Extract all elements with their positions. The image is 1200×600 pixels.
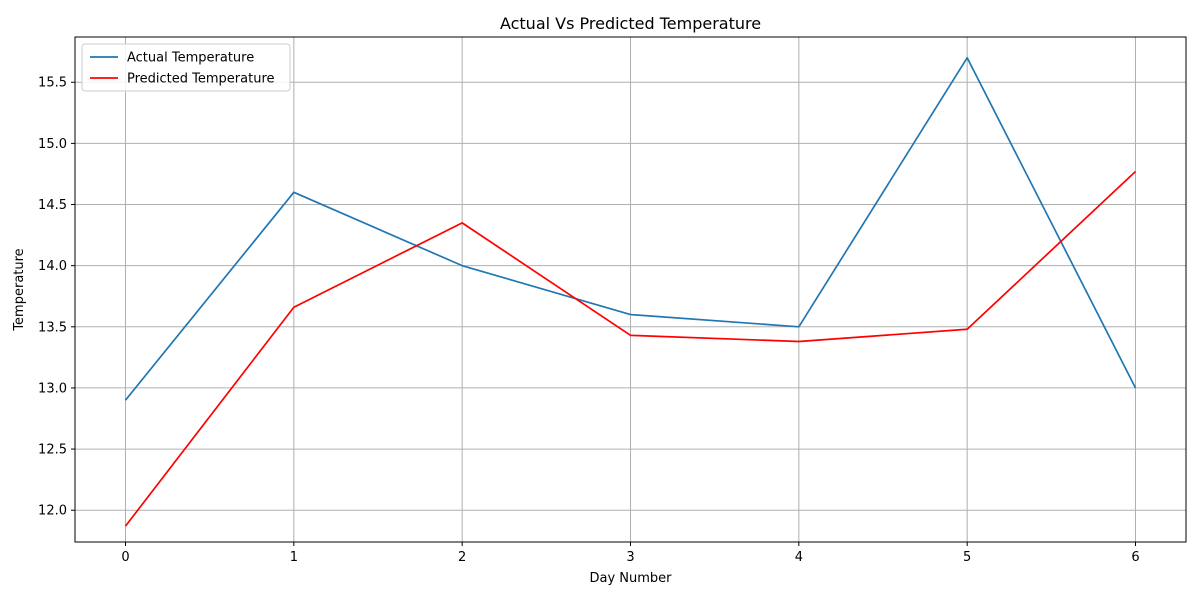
x-axis-label: Day Number (589, 571, 672, 586)
series-line-predicted (124, 170, 1137, 527)
legend-label: Predicted Temperature (127, 72, 275, 87)
x-tick-label: 0 (121, 550, 129, 565)
y-tick-label: 14.5 (38, 198, 67, 213)
y-tick-label: 12.0 (38, 504, 67, 519)
grid (75, 37, 1186, 542)
x-tick-label: 5 (963, 550, 971, 565)
y-axis-label: Temperature (12, 248, 27, 331)
y-tick-label: 15.0 (38, 137, 67, 152)
x-tick-label: 3 (626, 550, 634, 565)
series-layer (124, 56, 1137, 527)
y-tick-label: 12.5 (38, 443, 67, 458)
x-tick-label: 2 (458, 550, 466, 565)
legend-box (81, 43, 291, 92)
y-tick-label: 14.0 (38, 259, 67, 274)
x-tick-label: 6 (1131, 550, 1139, 565)
y-tick-label: 15.5 (38, 76, 67, 91)
y-tick-label: 13.5 (38, 320, 67, 335)
legend: Actual Temperature Predicted Temperature (81, 43, 291, 92)
chart-title: Actual Vs Predicted Temperature (500, 14, 761, 33)
x-tick-label: 4 (795, 550, 803, 565)
x-tick-label: 1 (290, 550, 298, 565)
legend-label: Actual Temperature (127, 51, 254, 66)
ticks: 0 1 2 3 4 5 6 12.0 12.5 13.0 13.5 14.0 14.5 15.0 15.5 (38, 76, 1140, 565)
series-line-actual (124, 56, 1137, 401)
y-tick-label: 13.0 (38, 381, 67, 396)
